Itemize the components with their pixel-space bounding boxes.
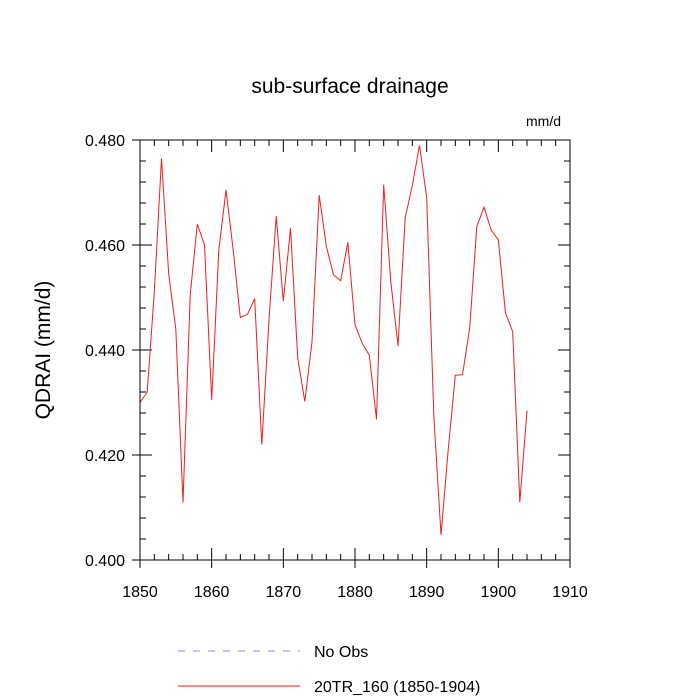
x-tick-label: 1900 [481, 584, 517, 601]
x-tick-label: 1880 [337, 584, 373, 601]
y-tick-label: 0.440 [85, 343, 125, 360]
y-axis-label: QDRAI (mm/d) [32, 281, 55, 420]
x-tick-label: 1870 [266, 584, 302, 601]
x-tick-label: 1910 [552, 584, 588, 601]
axis-ticks [132, 139, 571, 568]
legend-label: No Obs [314, 644, 368, 661]
legend: No Obs 20TR_160 (1850-1904) [178, 644, 480, 696]
x-tick-label: 1890 [409, 584, 445, 601]
x-tick-label: 1850 [122, 584, 158, 601]
units-label: mm/d [526, 113, 561, 129]
axis-tick-labels: 1850 1860 1870 1880 1890 1900 1910 0.400 0.420 0.… [85, 133, 588, 601]
series-line [139, 145, 528, 535]
chart-title: sub-surface drainage [251, 75, 448, 98]
y-tick-label: 0.460 [85, 238, 125, 255]
x-tick-label: 1860 [194, 584, 230, 601]
y-tick-label: 0.400 [85, 553, 125, 570]
plot-frame [139, 139, 571, 561]
y-tick-label: 0.420 [85, 448, 125, 465]
y-tick-label: 0.480 [85, 133, 125, 150]
series-layer [139, 145, 528, 535]
legend-label: 20TR_160 (1850-1904) [314, 679, 480, 696]
